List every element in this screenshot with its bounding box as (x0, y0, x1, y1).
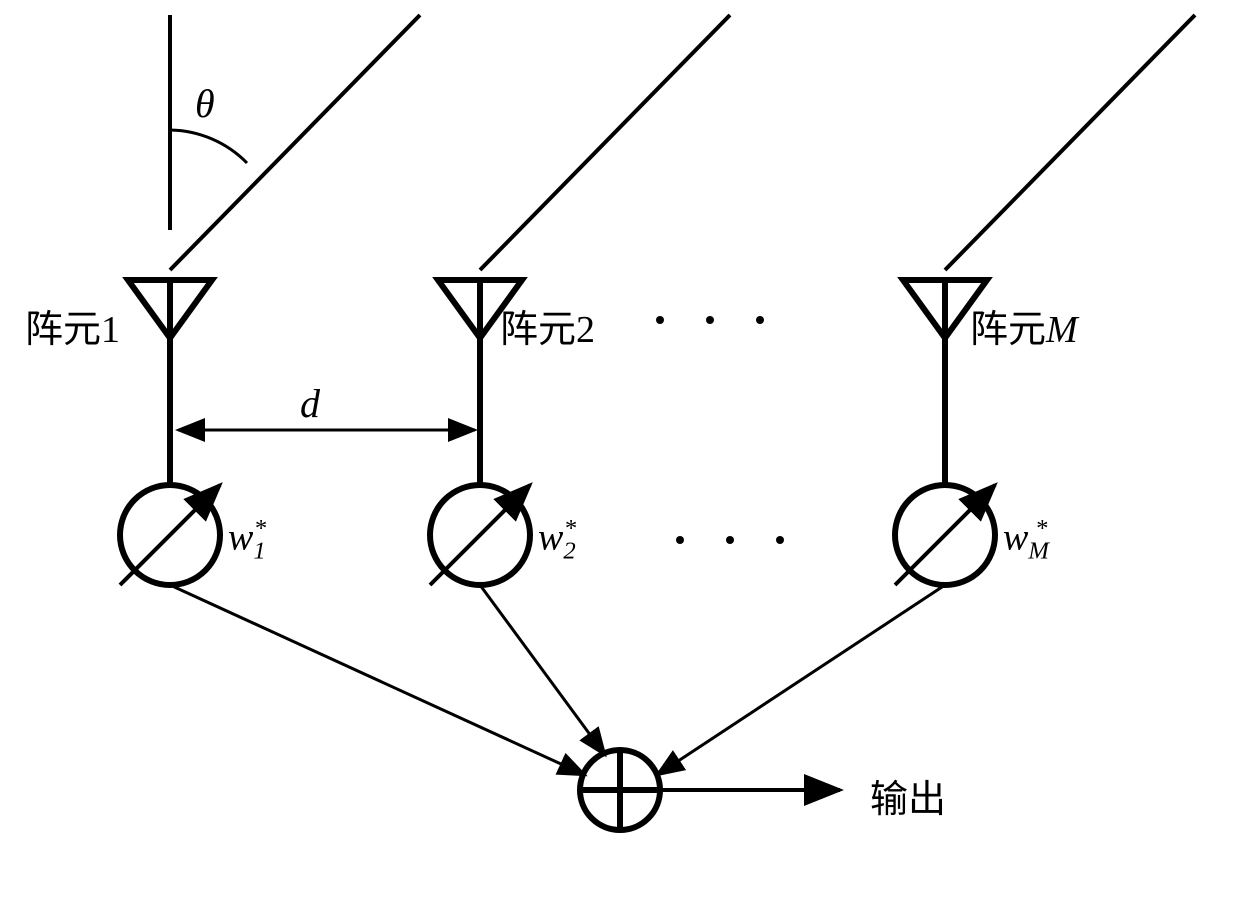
connect-line-m (657, 585, 945, 775)
element-label-2: 阵元2 (500, 298, 595, 353)
incident-ray-m (945, 15, 1195, 270)
antenna-element-1 (128, 280, 212, 485)
ellipsis-top (656, 316, 764, 324)
connect-line-1 (170, 585, 585, 775)
incident-ray-2 (480, 15, 730, 270)
summation-node (580, 750, 660, 830)
weight-label-2: w2* (538, 515, 576, 565)
connect-line-2 (480, 585, 605, 755)
output-label: 输出 (870, 768, 946, 823)
array-diagram (0, 0, 1240, 912)
incident-ray-1 (170, 15, 420, 270)
angle-arc (170, 130, 247, 163)
weight-node-1 (120, 485, 220, 585)
element-label-m: 阵元M (970, 298, 1078, 353)
weight-node-m (895, 485, 995, 585)
theta-label: θ (195, 80, 215, 127)
weight-label-1: w1* (228, 515, 266, 565)
ellipsis-middle (676, 536, 784, 544)
distance-label: d (300, 380, 320, 427)
weight-node-2 (430, 485, 530, 585)
element-label-1: 阵元1 (25, 298, 120, 353)
weight-label-m: wM* (1003, 515, 1047, 565)
